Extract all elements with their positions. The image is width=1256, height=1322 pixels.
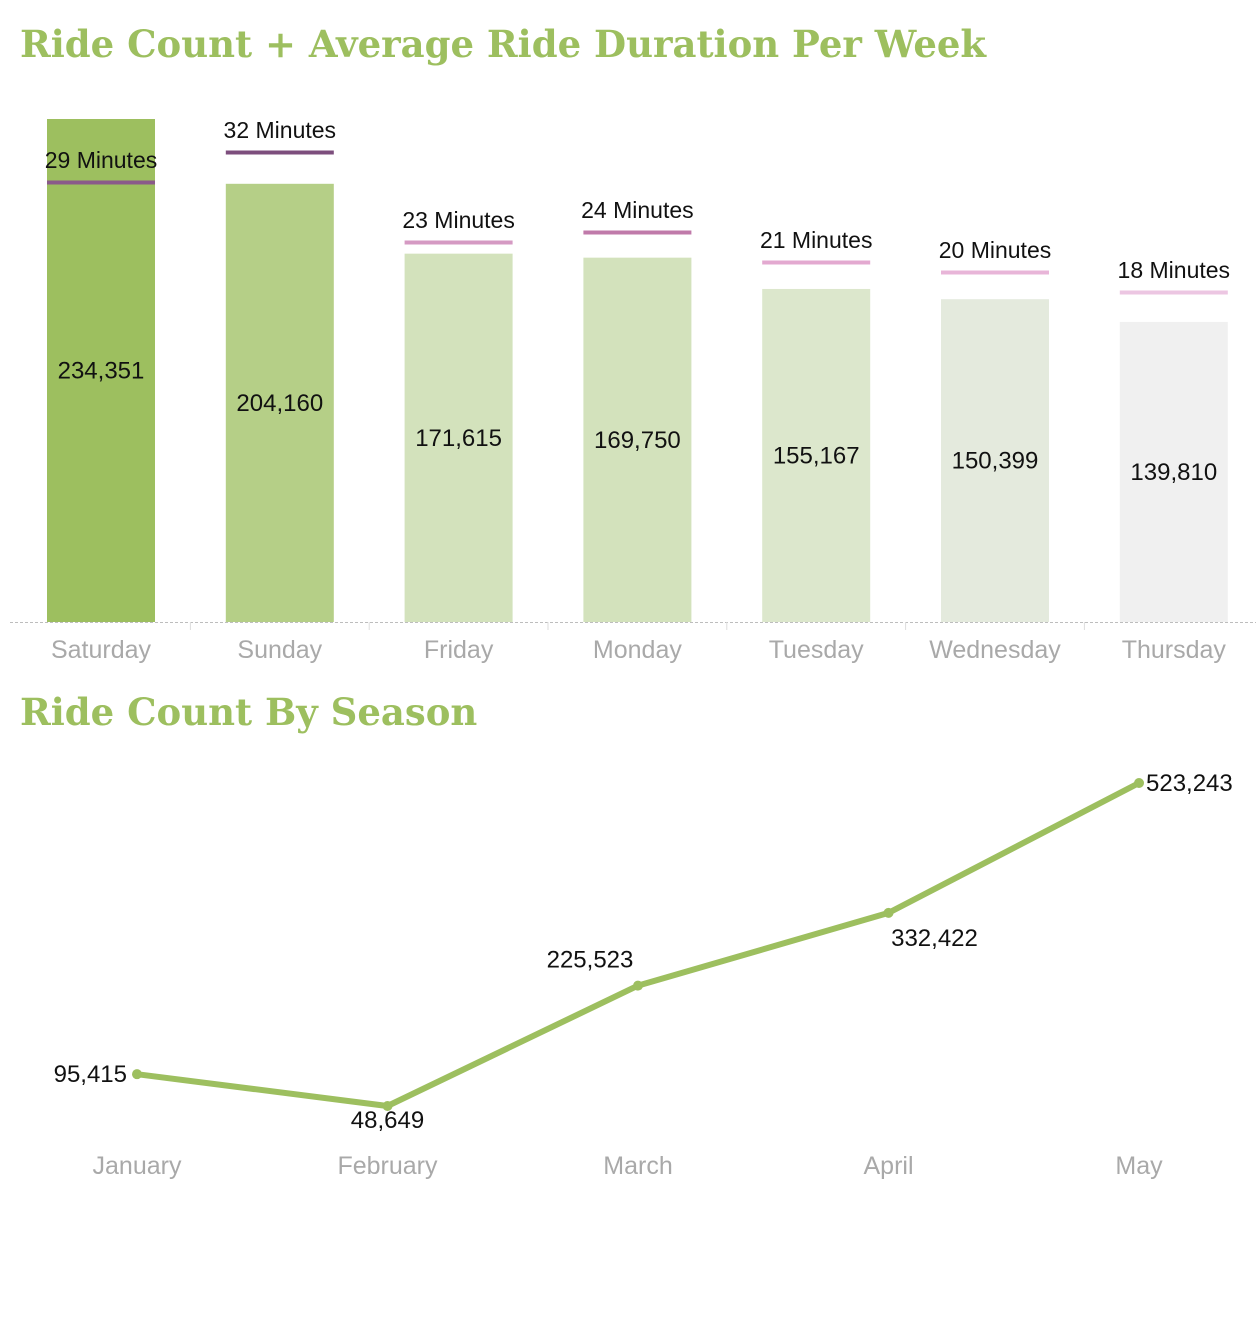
- weekly-bar-chart: 29 Minutes 234,351 Saturday 32 Minutes 204,1…: [10, 117, 1256, 664]
- duration-label: 18 Minutes: [1118, 257, 1231, 283]
- data-label: 48,649: [351, 1107, 424, 1134]
- duration-label: 32 Minutes: [224, 117, 337, 143]
- data-label: 225,523: [547, 947, 634, 974]
- data-point-january: [132, 1069, 142, 1080]
- x-tick-label: May: [1115, 1152, 1163, 1180]
- count-label: 155,167: [773, 442, 860, 469]
- data-label: 523,243: [1146, 770, 1233, 797]
- x-tick-label: Wednesday: [929, 636, 1061, 664]
- duration-label: 29 Minutes: [45, 147, 158, 173]
- x-tick-label: Sunday: [237, 636, 322, 664]
- x-tick-label: Thursday: [1122, 636, 1227, 664]
- bar-friday: [404, 253, 513, 622]
- data-label: 95,415: [54, 1061, 127, 1088]
- season-line: [134, 780, 1142, 1109]
- x-tick-label: Saturday: [51, 636, 152, 664]
- data-point-march: [633, 980, 643, 991]
- bar-wednesday: [941, 299, 1049, 622]
- count-label: 204,160: [236, 390, 323, 417]
- x-tick-label: April: [863, 1152, 913, 1180]
- count-label: 169,750: [594, 427, 681, 454]
- data-point-may: [1134, 778, 1144, 788]
- x-tick-label: Monday: [593, 636, 682, 664]
- duration-marker-sunday: [225, 150, 334, 155]
- duration-marker-wednesday: [941, 270, 1049, 275]
- chart-title-weekly: Ride Count + Average Ride Duration Per W…: [20, 22, 987, 66]
- data-point-february: [382, 1101, 393, 1111]
- bar-sunday: [225, 183, 334, 623]
- duration-marker-tuesday: [762, 260, 871, 265]
- count-label: 234,351: [58, 358, 145, 385]
- chart-title-season: Ride Count By Season: [20, 690, 478, 734]
- duration-label: 24 Minutes: [581, 197, 694, 223]
- bar-thursday: [1119, 321, 1228, 622]
- duration-marker-thursday: [1119, 290, 1228, 295]
- duration-marker-saturday: [47, 180, 155, 185]
- x-tick-label: January: [93, 1152, 182, 1180]
- x-tick-label: March: [603, 1152, 672, 1180]
- duration-label: 21 Minutes: [760, 227, 873, 253]
- bar-monday: [583, 257, 692, 622]
- count-label: 150,399: [952, 448, 1039, 475]
- bar-tuesday: [762, 288, 871, 622]
- duration-label: 23 Minutes: [402, 207, 515, 233]
- count-label: 171,615: [415, 425, 502, 452]
- duration-marker-friday: [404, 240, 513, 245]
- x-tick-label: Friday: [424, 636, 494, 664]
- x-tick-label: Tuesday: [769, 636, 864, 664]
- duration-marker-monday: [583, 230, 692, 235]
- x-tick-label: February: [337, 1152, 438, 1180]
- duration-label: 20 Minutes: [939, 237, 1052, 263]
- data-point-april: [883, 907, 894, 918]
- count-label: 139,810: [1130, 459, 1217, 486]
- bar-saturday: [47, 119, 155, 622]
- data-label: 332,422: [891, 925, 978, 952]
